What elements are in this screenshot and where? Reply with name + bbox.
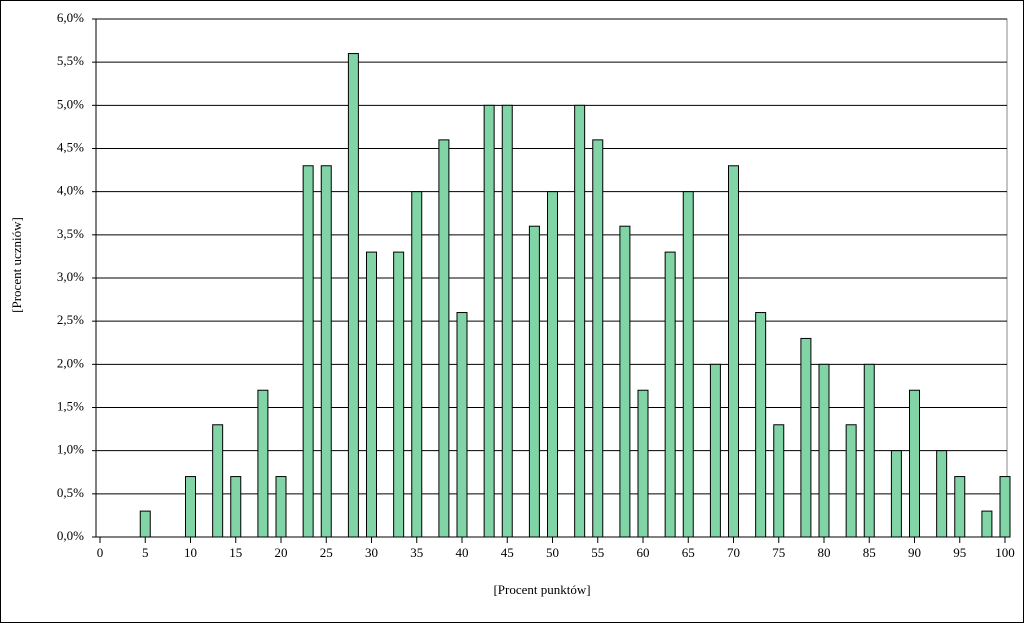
y-tick-label: 4,0% [57, 183, 84, 198]
x-axis-label: [Procent punktów] [493, 582, 590, 597]
y-tick-label: 1,0% [57, 442, 84, 457]
x-tick-label: 25 [320, 545, 333, 560]
bar [818, 363, 830, 538]
x-tick-label: 0 [97, 545, 104, 560]
x-tick-label: 60 [637, 545, 650, 560]
bar [909, 389, 920, 538]
y-tick-label: 2,5% [57, 312, 84, 327]
bar [257, 389, 269, 538]
y-tick-label: 5,0% [57, 96, 84, 111]
bar [664, 251, 676, 538]
bar [393, 251, 405, 538]
bar [547, 191, 558, 538]
bar [528, 225, 540, 538]
y-tick-label: 0,0% [57, 528, 84, 543]
bar [755, 312, 767, 538]
bar [574, 104, 586, 538]
bar [411, 191, 423, 538]
x-tick-label: 45 [501, 545, 514, 560]
bar [800, 337, 812, 538]
bar [302, 165, 314, 538]
y-tick-label: 3,5% [57, 226, 84, 241]
bar [347, 53, 359, 538]
bar [728, 165, 739, 538]
x-tick-label: 90 [908, 545, 921, 560]
bar [139, 510, 151, 538]
bar [212, 424, 224, 538]
bar [619, 225, 631, 538]
bar [999, 476, 1011, 538]
x-tick-label: 65 [682, 545, 695, 560]
bar [592, 139, 604, 538]
bar [709, 363, 721, 538]
x-tick-label: 50 [546, 545, 559, 560]
x-tick-label: 30 [365, 545, 378, 560]
y-tick-label: 2,0% [57, 355, 84, 370]
bar [230, 476, 242, 538]
y-axis-label: [Procent uczniów] [9, 217, 24, 313]
bar [483, 104, 495, 538]
bar [637, 389, 649, 538]
bar [981, 510, 993, 538]
x-tick-label: 5 [142, 545, 149, 560]
x-tick-label: 85 [863, 545, 876, 560]
bar [845, 424, 857, 538]
bar [682, 191, 694, 538]
bar [501, 104, 513, 538]
x-tick-label: 15 [229, 545, 242, 560]
x-tick-label: 20 [275, 545, 288, 560]
y-tick-label: 0,5% [57, 485, 84, 500]
bar [936, 450, 948, 538]
y-tick-label: 3,0% [57, 269, 84, 284]
y-tick-label: 1,5% [57, 398, 84, 413]
bar [275, 476, 287, 538]
bar [890, 450, 902, 538]
x-tick-label: 100 [995, 545, 1015, 560]
x-tick-label: 35 [410, 545, 423, 560]
bar [366, 251, 377, 538]
y-tick-label: 4,5% [57, 139, 84, 154]
bar [954, 476, 966, 538]
x-tick-label: 10 [184, 545, 197, 560]
bar [438, 139, 450, 538]
bar [773, 424, 785, 538]
x-tick-label: 75 [772, 545, 785, 560]
bar [185, 476, 196, 538]
y-tick-label: 5,5% [57, 53, 84, 68]
y-tick-label: 6,0% [57, 10, 84, 25]
x-tick-label: 55 [591, 545, 604, 560]
x-tick-label: 70 [727, 545, 740, 560]
bar [863, 363, 875, 538]
x-tick-label: 80 [818, 545, 831, 560]
x-tick-label: 40 [456, 545, 469, 560]
x-tick-label: 95 [953, 545, 966, 560]
bar [456, 312, 468, 538]
bar [320, 165, 332, 538]
